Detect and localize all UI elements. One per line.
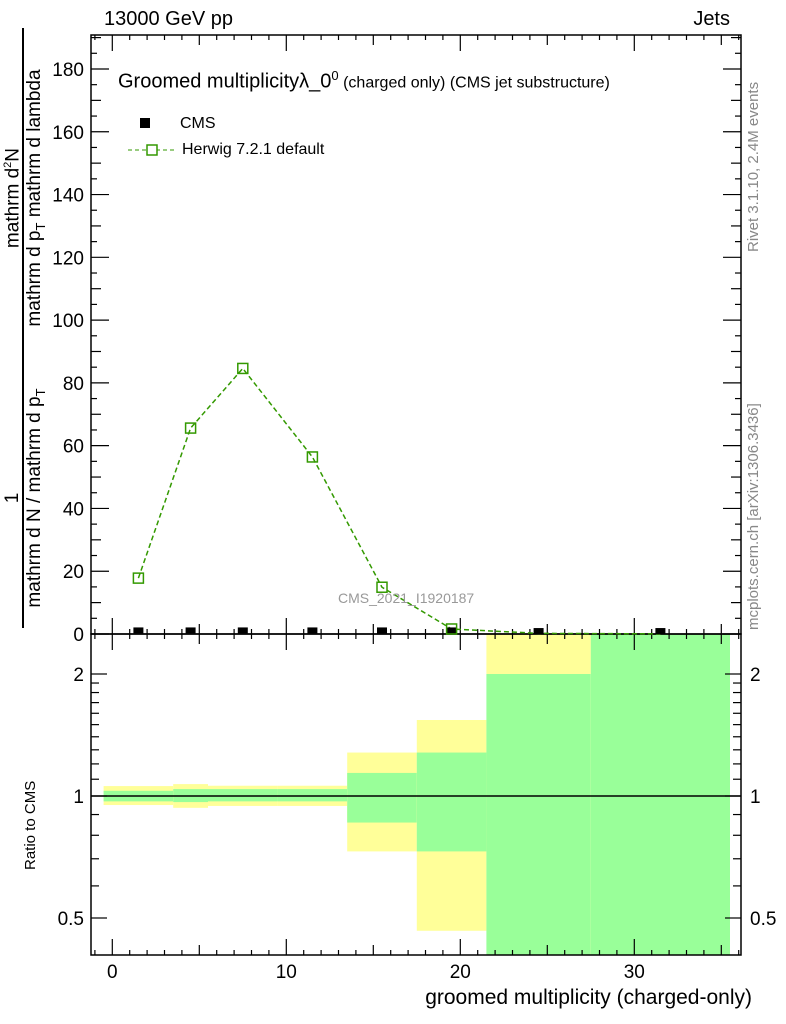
data-band-bin [347, 752, 417, 852]
ratio-y-tick-label-right: 1 [750, 787, 761, 808]
mc-band-bin [486, 674, 591, 955]
legend-herwig: Herwig 7.2.1 default [128, 141, 324, 159]
header-left: 13000 GeV pp [104, 8, 233, 30]
mc-band-bin [208, 789, 278, 802]
herwig-data-point [132, 572, 145, 584]
data-band-bin [173, 784, 208, 808]
ratio-frame [90, 633, 742, 956]
ratio-y-tick-label: 2 [73, 665, 84, 686]
ylabel-den2: mathrm d p [24, 230, 45, 327]
ratio-y-tick-label-right: 2 [750, 665, 761, 686]
plot-title: Groomed multiplicityλ_00 (charged only) … [118, 68, 610, 94]
y-tick-label: 120 [52, 248, 84, 269]
data-band-bin [416, 720, 487, 931]
x-tick-label: 20 [450, 962, 471, 983]
mc-band-bin [416, 752, 487, 852]
x-tick-label: 0 [107, 962, 118, 983]
header-right: Jets [693, 8, 730, 30]
y-axis-label: 1 mathrm d N / mathrm d pT mathrm d2N ma… [2, 28, 48, 628]
legend-cms: CMS [140, 115, 216, 133]
watermark: CMS_2021_I1920187 [338, 590, 475, 606]
x-tick-label: 10 [276, 962, 297, 983]
ylabel-num2-sup: 2 [2, 161, 14, 168]
y-tick-label: 80 [63, 374, 84, 395]
ylabel-den2-sub: T [32, 222, 48, 231]
y-tick-label: 60 [63, 437, 84, 458]
mc-band-bin [103, 790, 174, 802]
ylabel-num2-rest: N [2, 147, 24, 162]
ratio-ylabel: Ratio to CMS [22, 780, 39, 870]
ylabel-num1: 1 [2, 492, 23, 504]
herwig-data-point [237, 362, 249, 375]
herwig-data-point [184, 422, 197, 434]
title-small: (charged only) (CMS jet substructure) [338, 74, 610, 92]
mc-band-bin [347, 772, 417, 823]
y-tick-label: 100 [52, 311, 84, 332]
title-sup: 0 [331, 68, 339, 83]
ratio-y-tick-label: 1 [73, 787, 84, 808]
rivet-label: Rivet 3.1.10, 2.4M events [745, 81, 762, 252]
cms-data-point [533, 628, 544, 635]
mc-band-bin [590, 634, 730, 955]
ylabel-den1: mathrm d N / mathrm d p [24, 396, 45, 608]
cms-data-point [185, 627, 196, 634]
ratio-y-tick-label-right: 0.5 [750, 909, 776, 930]
x-axis-label: groomed multiplicity (charged-only) [425, 986, 752, 1009]
herwig-marker-icon [128, 144, 176, 156]
ylabel-num2: mathrm d [2, 167, 24, 249]
mcplots-label: mcplots.cern.ch [arXiv:1306.3436] [745, 403, 762, 630]
ylabel-den2-rest: mathrm d lambda [24, 69, 45, 223]
cms-data-point [307, 627, 318, 634]
y-tick-label: 160 [52, 123, 84, 144]
mc-band-bin [173, 789, 208, 803]
cms-marker-icon [140, 118, 150, 128]
y-tick-label: 20 [63, 562, 84, 583]
mc-band-bin [277, 789, 348, 802]
cms-data-point [237, 627, 248, 634]
data-band-bin [208, 785, 278, 806]
title-main: Groomed multiplicityλ_0 [118, 70, 332, 93]
data-band-bin [103, 786, 174, 806]
ylabel-den1-sub: T [32, 388, 48, 397]
legend-herwig-label: Herwig 7.2.1 default [182, 141, 325, 158]
y-tick-label: 180 [52, 60, 84, 81]
cms-data-point [446, 627, 457, 634]
y-tick-label: 140 [52, 186, 84, 207]
y-tick-label: 0 [73, 625, 84, 646]
legend-cms-label: CMS [180, 115, 216, 132]
herwig-data-point [306, 451, 319, 463]
cms-data-point [133, 627, 144, 634]
data-band-bin [590, 634, 730, 955]
ratio-y-tick-label: 0.5 [58, 909, 84, 930]
data-band-bin [277, 785, 348, 806]
data-band-bin [486, 634, 591, 674]
cms-data-point [655, 628, 666, 635]
x-tick-label: 30 [624, 962, 645, 983]
herwig-data-point [445, 623, 458, 635]
y-tick-label: 40 [63, 499, 84, 520]
cms-data-point [377, 627, 387, 634]
